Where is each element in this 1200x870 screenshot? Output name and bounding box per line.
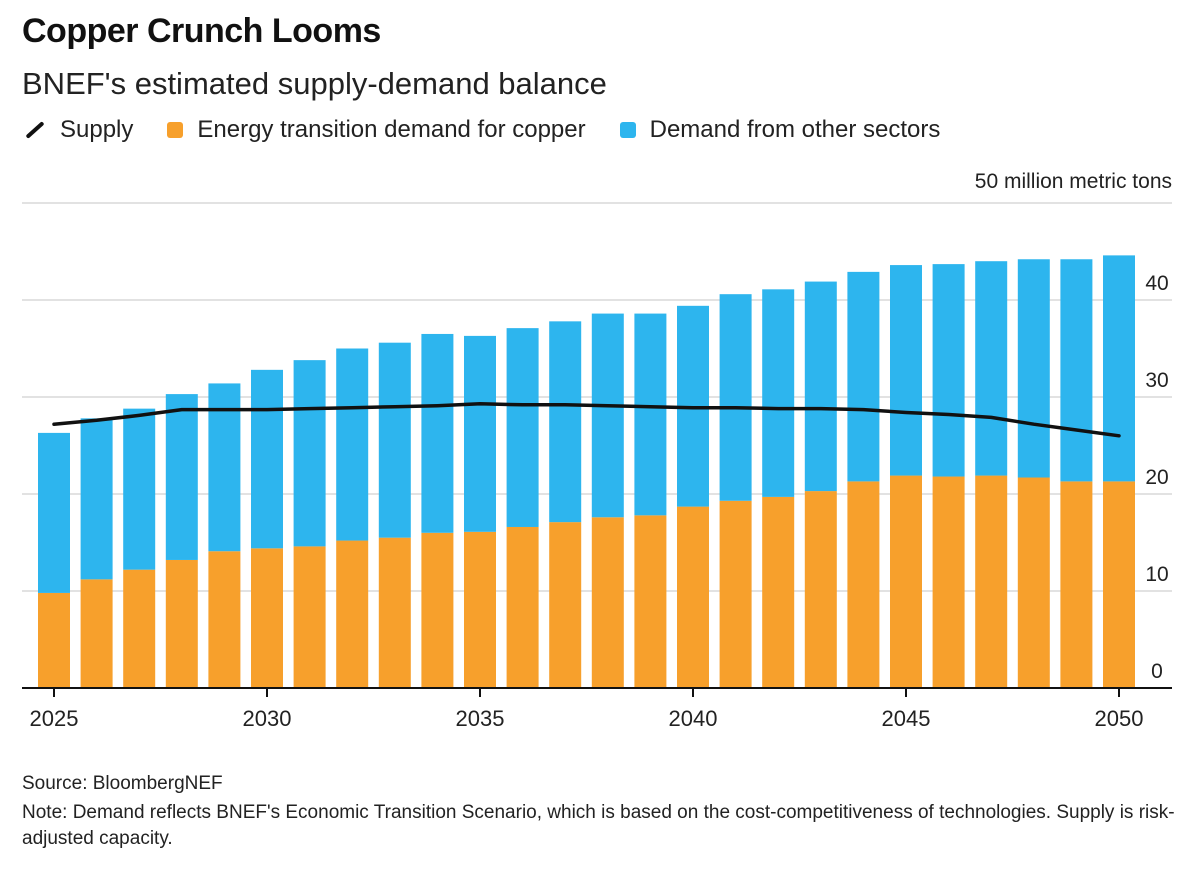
bar-other — [975, 261, 1008, 476]
bar-other — [634, 313, 667, 516]
chart-title: Copper Crunch Looms — [22, 12, 381, 50]
y-tick-label: 10 — [1145, 563, 1168, 586]
bar-energy — [677, 506, 709, 688]
bar-energy — [336, 540, 369, 688]
bar-energy — [975, 475, 1008, 688]
bar-other — [804, 281, 837, 492]
supply-line — [52, 402, 1121, 438]
bar-other — [762, 289, 795, 497]
bar-energy — [762, 496, 795, 688]
bar-energy — [165, 559, 198, 688]
y-tick-label: 40 — [1145, 272, 1168, 295]
bar-other — [251, 369, 283, 549]
bar-energy — [549, 522, 582, 688]
bar-energy — [719, 500, 752, 688]
y-tick-label: 20 — [1145, 466, 1168, 489]
bar-other — [591, 313, 624, 518]
bar-other — [80, 418, 113, 580]
bar-other — [890, 265, 922, 476]
bar-other — [293, 360, 326, 547]
bar-energy — [1017, 477, 1050, 688]
x-tick-label: 2035 — [456, 706, 505, 731]
y-axis-unit-label: 50 million metric tons — [974, 170, 1172, 193]
bar-other — [165, 394, 198, 560]
bars — [38, 255, 1135, 688]
bar-other — [208, 383, 241, 552]
bar-other — [549, 321, 582, 523]
bar-other — [336, 348, 369, 541]
bar-other — [1103, 255, 1135, 482]
bar-energy — [38, 592, 70, 688]
bar-energy — [1103, 481, 1135, 688]
bar-energy — [932, 476, 965, 688]
bar-energy — [591, 517, 624, 688]
bar-energy — [208, 551, 241, 688]
bar-energy — [506, 526, 539, 688]
bar-energy — [1060, 481, 1093, 688]
bar-other — [1017, 259, 1050, 478]
energy-swatch-icon — [167, 122, 184, 138]
legend-item-supply: Supply — [22, 116, 133, 144]
other-swatch-icon — [619, 122, 636, 138]
footnote: Note: Demand reflects BNEF's Economic Tr… — [22, 802, 1175, 849]
bar-energy — [251, 548, 283, 688]
bar-energy — [80, 579, 113, 688]
bar-energy — [421, 532, 454, 688]
legend-item-energy: Energy transition demand for copper — [167, 116, 586, 144]
legend-label-other: Demand from other sectors — [649, 116, 941, 143]
legend-label-supply: Supply — [60, 116, 134, 143]
x-tick-label: 2045 — [882, 706, 931, 731]
bar-energy — [890, 475, 922, 688]
bar-energy — [847, 481, 880, 688]
legend-label-energy: Energy transition demand for copper — [197, 116, 586, 143]
bar-other — [719, 294, 752, 501]
bar-energy — [123, 569, 156, 688]
bar-energy — [804, 491, 837, 688]
bar-other — [506, 328, 539, 527]
bar-other — [932, 264, 965, 477]
bar-other — [123, 408, 156, 570]
source-note: Source: BloombergNEF — [22, 773, 223, 794]
bar-energy — [464, 531, 496, 688]
chart-subtitle: BNEF's estimated supply-demand balance — [22, 66, 607, 101]
bar-other — [464, 335, 496, 532]
y-tick-label: 0 — [1151, 660, 1163, 683]
bar-energy — [634, 515, 667, 688]
bar-energy — [293, 546, 326, 688]
legend-item-other: Demand from other sectors — [619, 116, 941, 144]
bar-other — [421, 333, 454, 533]
x-tick-label: 2025 — [30, 706, 79, 731]
bar-other — [847, 271, 880, 482]
x-tick-label: 2030 — [243, 706, 292, 731]
chart-legend: Supply Energy transition demand for copp… — [22, 116, 974, 144]
x-tick-label: 2040 — [669, 706, 718, 731]
bar-other — [378, 342, 411, 538]
bar-other — [1060, 259, 1093, 482]
supply-series — [52, 402, 1121, 438]
bar-energy — [378, 537, 411, 688]
bar-other — [38, 432, 70, 593]
x-tick-label: 2050 — [1095, 706, 1144, 731]
y-tick-label: 30 — [1145, 369, 1168, 392]
